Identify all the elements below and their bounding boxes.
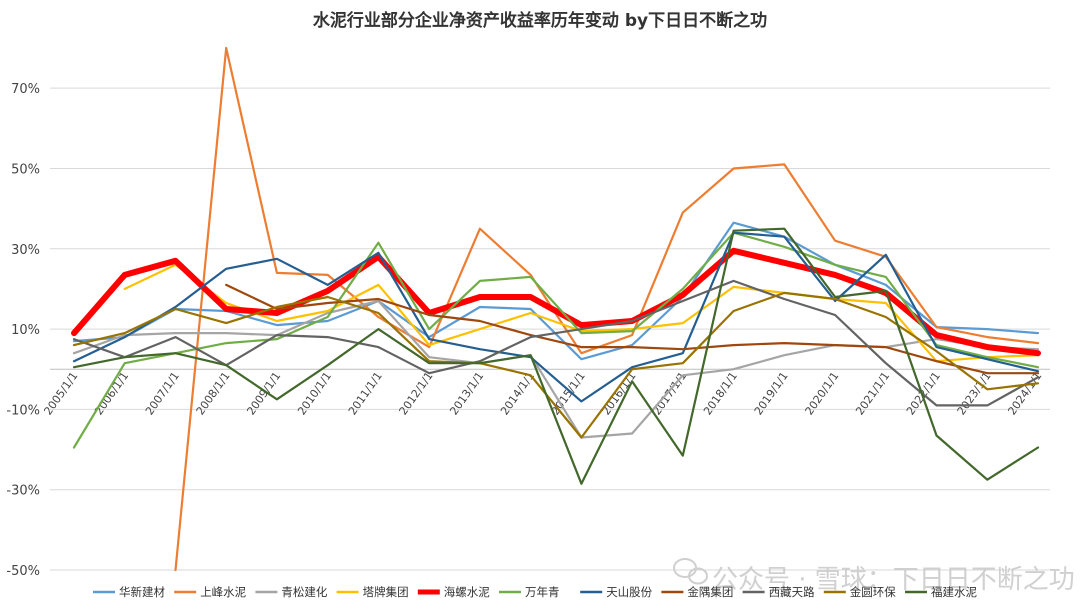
x-tick-label: 2011/1/1 xyxy=(346,369,385,417)
watermark: 公众号 · 雪球：下日日不断之功 xyxy=(673,558,1075,595)
legend: 华新建材 上峰水泥 青松建化 塔牌集团 海螺水泥 万年青 天山股份 金隅集团 西藏天路 金圆环保 福… xyxy=(93,585,977,599)
x-tick-label: 2019/1/1 xyxy=(752,369,791,417)
series-line xyxy=(225,283,1040,375)
y-tick-label: 70% xyxy=(11,82,40,97)
legend-label: 上峰水泥 xyxy=(200,585,246,599)
series-lines xyxy=(71,46,1041,572)
legend-label: 金隅集团 xyxy=(687,585,733,599)
y-tick-label: 10% xyxy=(11,323,40,338)
legend-label: 海螺水泥 xyxy=(444,585,490,599)
chart-title: 水泥行业部分企业净资产收益率历年变动 by下日日不断之功 xyxy=(312,11,768,31)
series-line xyxy=(71,247,1041,357)
x-tick-label: 2020/1/1 xyxy=(803,369,842,417)
wechat-icon xyxy=(673,558,708,585)
series-line xyxy=(72,227,1040,485)
x-tick-label: 2021/1/1 xyxy=(853,369,892,417)
y-axis-ticks: 70% 50% 30% 10% -10% -30% -50% xyxy=(6,82,40,579)
x-tick-label: 2005/1/1 xyxy=(41,369,80,417)
series-line xyxy=(72,279,1040,407)
series-line xyxy=(72,221,1040,361)
x-tick-label: 2023/1/1 xyxy=(955,369,994,417)
x-tick-label: 2010/1/1 xyxy=(295,369,334,417)
y-tick-label: -30% xyxy=(6,484,40,499)
y-tick-label: -10% xyxy=(6,403,40,418)
legend-label: 西藏天路 xyxy=(769,585,815,599)
y-tick-label: 50% xyxy=(11,162,40,177)
series-line xyxy=(72,291,1040,439)
watermark-text: 公众号 · 雪球：下日日不断之功 xyxy=(712,565,1075,595)
legend-label: 万年青 xyxy=(525,585,560,599)
x-tick-label: 2018/1/1 xyxy=(701,369,740,417)
legend-label: 华新建材 xyxy=(119,585,165,599)
legend-label: 福建水泥 xyxy=(931,585,977,599)
x-tick-label: 2012/1/1 xyxy=(397,369,436,417)
legend-label: 塔牌集团 xyxy=(363,585,409,599)
series-line xyxy=(72,231,1040,403)
series-line xyxy=(123,263,1040,363)
x-tick-label: 2013/1/1 xyxy=(447,369,486,417)
series-line xyxy=(72,231,1040,449)
x-tick-label: 2006/1/1 xyxy=(92,369,131,417)
x-tick-label: 2017/1/1 xyxy=(650,369,689,417)
x-tick-label: 2009/1/1 xyxy=(244,369,283,417)
x-tick-label: 2007/1/1 xyxy=(143,369,182,417)
y-tick-label: 30% xyxy=(11,243,40,258)
legend-label: 金圆环保 xyxy=(850,585,896,599)
x-tick-label: 2008/1/1 xyxy=(194,369,233,417)
legend-label: 青松建化 xyxy=(281,585,327,599)
legend-label: 天山股份 xyxy=(606,585,652,599)
y-tick-label: -50% xyxy=(6,564,40,579)
